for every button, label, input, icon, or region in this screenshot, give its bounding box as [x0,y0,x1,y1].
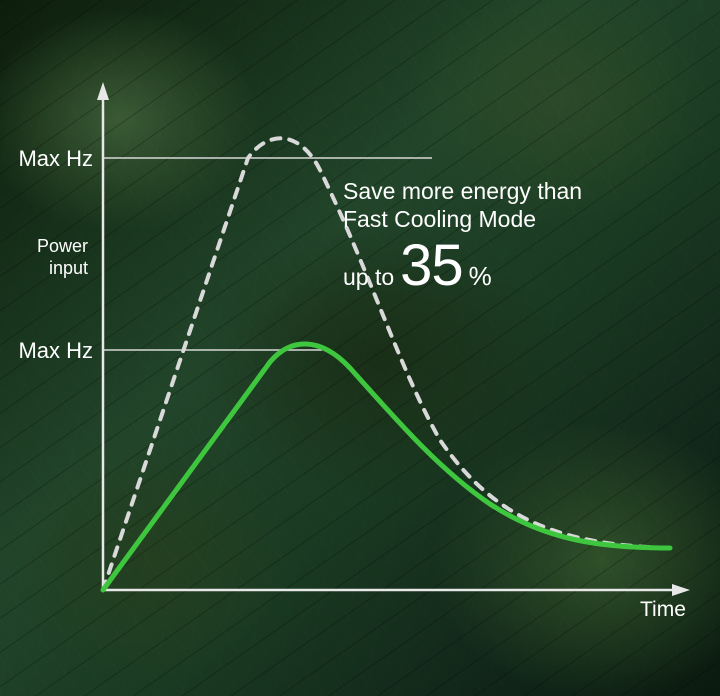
callout-value: 35 [400,237,463,295]
chart-stage: Max Hz Max Hz Power input Time Save more… [0,0,720,696]
power-time-chart: Max Hz Max Hz Power input Time [0,0,720,696]
ytick-lower-label: Max Hz [18,338,93,363]
x-axis-arrow [672,584,690,596]
x-axis-title: Time [640,598,686,621]
callout-line2: Fast Cooling Mode [343,206,582,234]
y-axis-arrow [97,82,109,100]
energy-savings-callout: Save more energy than Fast Cooling Mode … [343,178,582,295]
series-eco-mode [103,344,670,590]
callout-upto: up to [343,264,394,291]
y-axis-title-line1: Power [37,236,88,256]
callout-line1: Save more energy than [343,178,582,206]
ytick-upper-label: Max Hz [18,146,93,171]
y-axis-title-line2: input [49,258,88,278]
callout-unit: % [469,261,492,292]
